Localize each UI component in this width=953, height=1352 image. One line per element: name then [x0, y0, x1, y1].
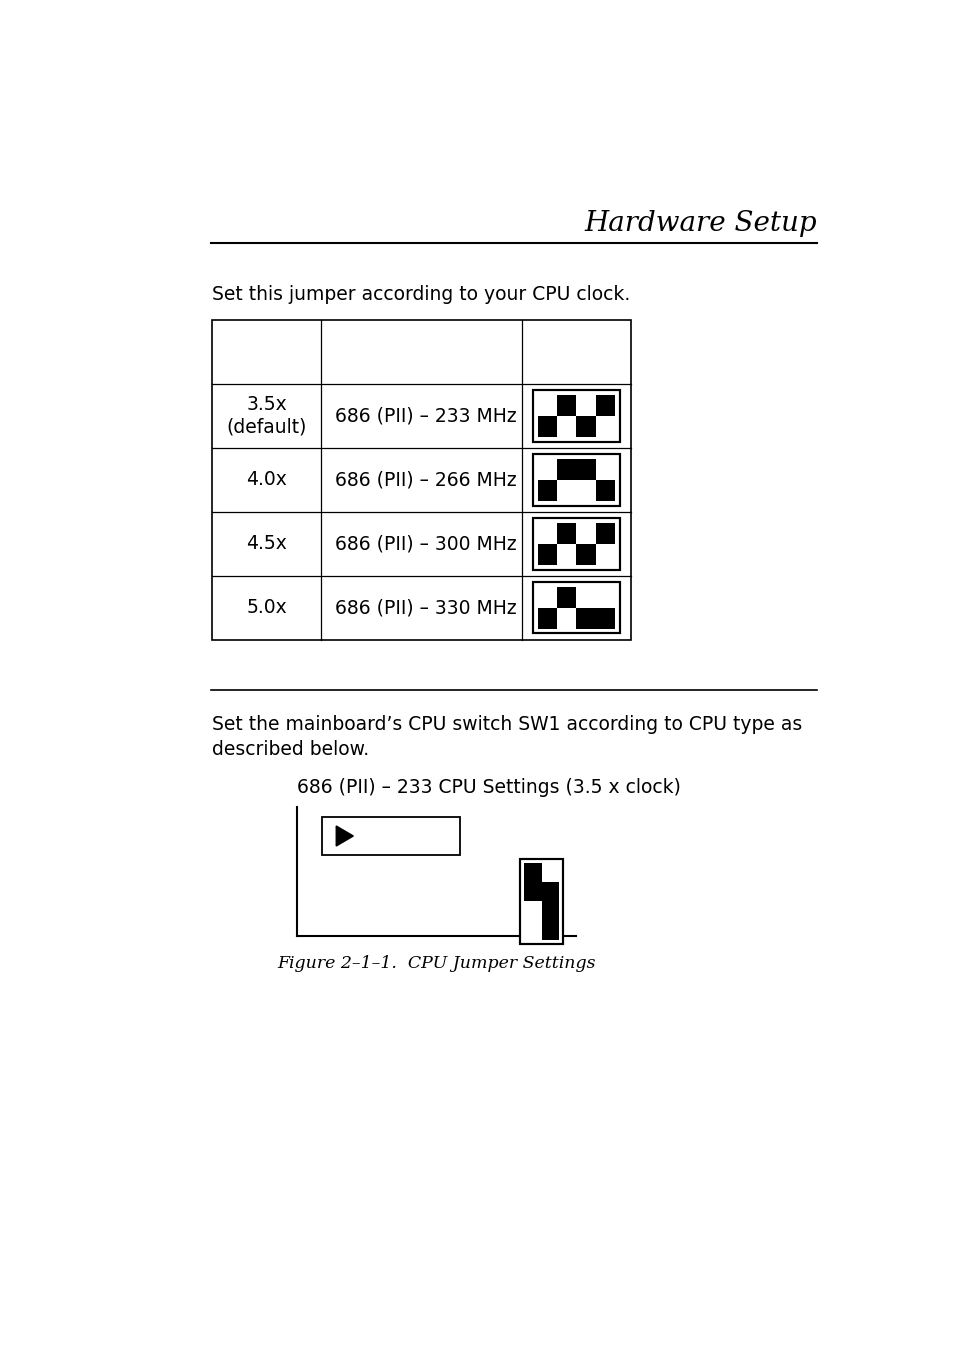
Bar — [557, 607, 576, 629]
Bar — [596, 480, 615, 502]
Bar — [557, 544, 576, 565]
Bar — [541, 921, 558, 940]
Bar — [537, 607, 557, 629]
Bar — [533, 581, 619, 634]
Bar — [557, 395, 576, 416]
Bar — [541, 883, 558, 902]
Bar — [596, 607, 615, 629]
Bar — [576, 480, 596, 502]
Bar — [557, 587, 576, 607]
Bar — [533, 581, 619, 634]
Bar — [537, 458, 557, 480]
Bar — [576, 523, 596, 544]
Bar — [533, 518, 619, 569]
Bar — [557, 480, 576, 502]
Bar — [541, 902, 558, 921]
Text: 686 (PII) – 233 CPU Settings (3.5 x clock): 686 (PII) – 233 CPU Settings (3.5 x cloc… — [296, 779, 680, 798]
Bar — [576, 607, 596, 629]
Bar — [576, 544, 596, 565]
Bar — [212, 320, 630, 639]
Bar — [537, 523, 557, 544]
Bar — [533, 454, 619, 506]
Bar — [537, 480, 557, 502]
Bar — [541, 863, 558, 883]
Bar — [523, 902, 541, 921]
Bar — [519, 859, 562, 944]
Bar — [557, 458, 576, 480]
Bar — [557, 416, 576, 437]
Bar — [322, 817, 459, 856]
Text: 3.5x
(default): 3.5x (default) — [226, 395, 306, 437]
Bar — [596, 416, 615, 437]
Bar — [523, 883, 541, 902]
Bar — [537, 587, 557, 607]
Bar — [576, 587, 596, 607]
Text: 686 (PII) – 330 MHz: 686 (PII) – 330 MHz — [335, 598, 516, 617]
Text: 4.0x: 4.0x — [246, 470, 287, 489]
Bar — [533, 518, 619, 569]
Bar — [533, 391, 619, 442]
Bar — [596, 458, 615, 480]
Polygon shape — [335, 826, 353, 846]
Bar — [533, 391, 619, 442]
Text: Set this jumper according to your CPU clock.: Set this jumper according to your CPU cl… — [212, 285, 630, 304]
Text: 5.0x: 5.0x — [246, 598, 287, 617]
Bar — [537, 416, 557, 437]
Text: 686 (PII) – 266 MHz: 686 (PII) – 266 MHz — [335, 470, 516, 489]
Bar — [523, 921, 541, 940]
Bar — [596, 544, 615, 565]
Text: Set the mainboard’s CPU switch SW1 according to CPU type as: Set the mainboard’s CPU switch SW1 accor… — [212, 715, 801, 734]
Bar — [576, 458, 596, 480]
Bar — [533, 454, 619, 506]
Text: 4.5x: 4.5x — [246, 534, 287, 553]
Bar — [557, 523, 576, 544]
Bar — [596, 395, 615, 416]
Text: described below.: described below. — [212, 740, 369, 758]
Bar — [537, 395, 557, 416]
Bar — [537, 544, 557, 565]
Text: Figure 2–1–1.  CPU Jumper Settings: Figure 2–1–1. CPU Jumper Settings — [277, 956, 596, 972]
Bar — [596, 587, 615, 607]
Bar — [576, 395, 596, 416]
Text: 686 (PII) – 233 MHz: 686 (PII) – 233 MHz — [335, 407, 516, 426]
Bar — [596, 523, 615, 544]
Text: Hardware Setup: Hardware Setup — [583, 211, 816, 238]
Text: 686 (PII) – 300 MHz: 686 (PII) – 300 MHz — [335, 534, 516, 553]
Bar — [523, 863, 541, 883]
Bar — [576, 416, 596, 437]
Bar — [519, 859, 562, 944]
